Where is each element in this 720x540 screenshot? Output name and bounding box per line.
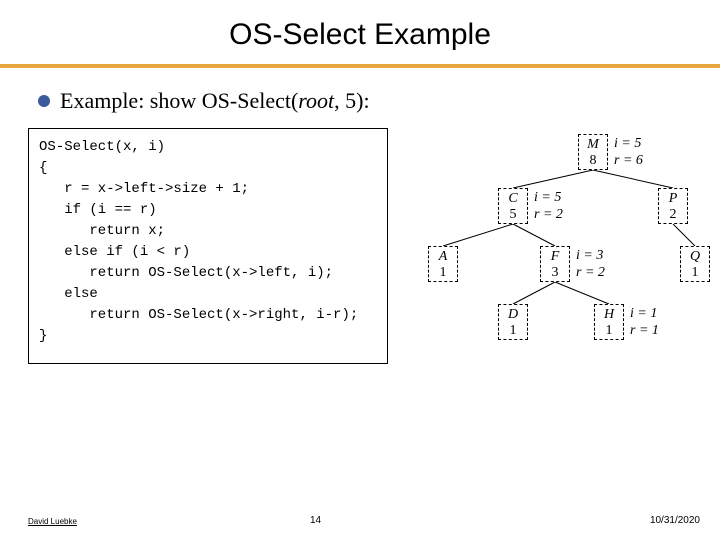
node-size: 1 [499, 323, 527, 339]
node-size: 8 [579, 153, 607, 169]
accent-bar [0, 64, 720, 68]
node-label: C [499, 191, 527, 207]
node-label: P [659, 191, 687, 207]
tree-edge [593, 170, 673, 188]
tree-node-f: F3 [540, 246, 570, 282]
tree-node-c: C5 [498, 188, 528, 224]
tree-edge [673, 224, 695, 246]
footer-author: David Luebke [28, 517, 77, 526]
tree-node-m: M8 [578, 134, 608, 170]
node-size: 5 [499, 207, 527, 223]
node-size: 3 [541, 265, 569, 281]
node-size: 1 [595, 323, 623, 339]
tree-node-h: H1 [594, 304, 624, 340]
tree-node-d: D1 [498, 304, 528, 340]
tree-edge [513, 170, 593, 188]
footer-page: 14 [310, 515, 321, 526]
tree-edge [443, 224, 513, 246]
subtitle-suffix: , 5): [334, 88, 369, 113]
tree-node-a: A1 [428, 246, 458, 282]
subtitle-row: Example: show OS-Select(root, 5): [0, 88, 720, 114]
node-annotation-h: i = 1 r = 1 [630, 306, 659, 340]
tree-node-p: P2 [658, 188, 688, 224]
subtitle-arg: root [298, 88, 334, 113]
node-label: H [595, 307, 623, 323]
code-box: OS-Select(x, i) { r = x->left->size + 1;… [28, 128, 388, 364]
tree-diagram: M8i = 5 r = 6C5i = 5 r = 2P2A1F3i = 3 r … [380, 128, 714, 408]
node-label: D [499, 307, 527, 323]
node-annotation-c: i = 5 r = 2 [534, 190, 563, 224]
content-area: OS-Select(x, i) { r = x->left->size + 1;… [0, 128, 720, 468]
node-annotation-m: i = 5 r = 6 [614, 136, 643, 170]
node-annotation-f: i = 3 r = 2 [576, 248, 605, 282]
subtitle-prefix: Example: show OS-Select( [60, 88, 298, 113]
node-size: 1 [429, 265, 457, 281]
node-label: M [579, 137, 607, 153]
node-label: Q [681, 249, 709, 265]
subtitle: Example: show OS-Select(root, 5): [60, 88, 370, 114]
node-label: A [429, 249, 457, 265]
node-size: 2 [659, 207, 687, 223]
tree-edge [555, 282, 609, 304]
tree-edge [513, 282, 555, 304]
node-size: 1 [681, 265, 709, 281]
bullet-icon [38, 95, 50, 107]
tree-node-q: Q1 [680, 246, 710, 282]
slide-title: OS-Select Example [0, 0, 720, 64]
footer-date: 10/31/2020 [650, 515, 700, 526]
tree-edge [513, 224, 555, 246]
node-label: F [541, 249, 569, 265]
